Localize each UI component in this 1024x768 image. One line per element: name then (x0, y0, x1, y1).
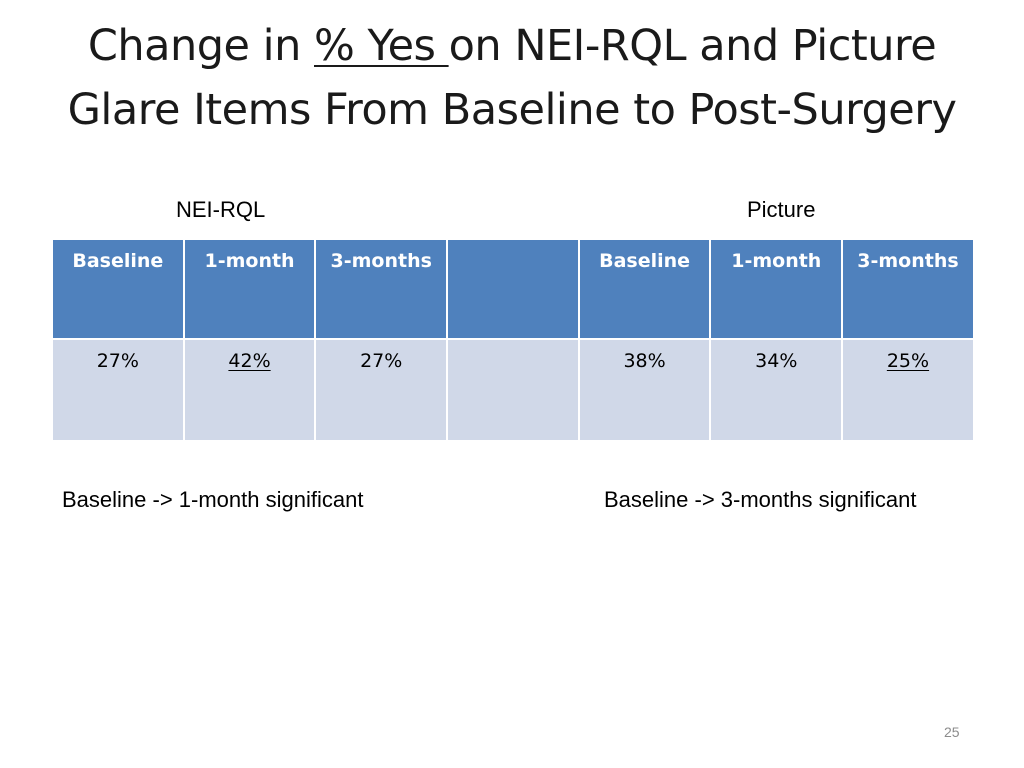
title-line-2: Glare Items From Baseline to Post-Surger… (67, 85, 957, 135)
value-cell-spacer (446, 338, 580, 442)
header-cell-spacer (446, 238, 580, 340)
slide-number: 25 (944, 724, 960, 740)
cell-value: 25% (886, 350, 930, 372)
picture-significance-note: Baseline -> 3-months significant (604, 487, 917, 512)
slide-title: Change in % Yes on NEI-RQL and Picture G… (0, 14, 1024, 142)
value-cell-picture-3-months: 25% (841, 338, 975, 442)
nei-rql-group-label: NEI-RQL (176, 197, 266, 222)
header-cell-picture-3-months: 3-months (841, 238, 975, 340)
title-line-1: Change in % Yes on NEI-RQL and Picture (0, 14, 1024, 78)
cell-value: 42% (228, 350, 271, 372)
header-cell-nei-1-month: 1-month (182, 238, 317, 340)
cell-value: 38% (623, 350, 666, 372)
table-header-row: Baseline 1-month 3-months Baseline 1-mon… (51, 238, 975, 340)
value-cell-nei-baseline: 27% (51, 338, 185, 442)
header-cell-picture-1-month: 1-month (709, 238, 844, 340)
value-cell-picture-1-month: 34% (709, 338, 844, 442)
picture-group-label: Picture (747, 197, 816, 222)
nei-rql-significance-note: Baseline -> 1-month significant (62, 487, 364, 512)
cell-value: 27% (96, 350, 139, 372)
title-text-part1: Change in (87, 21, 314, 71)
cell-value: 27% (360, 350, 403, 372)
cell-value: 34% (755, 350, 798, 372)
header-cell-nei-3-months: 3-months (314, 238, 449, 340)
value-cell-nei-3-months: 27% (314, 338, 449, 442)
header-cell-picture-baseline: Baseline (577, 238, 712, 340)
table-row: 27% 42% 27% 38% 34% 25% (51, 338, 975, 442)
title-text-part2: on NEI-RQL and Picture (448, 21, 937, 71)
value-cell-nei-1-month: 42% (182, 338, 317, 442)
value-cell-picture-baseline: 38% (577, 338, 712, 442)
results-table: Baseline 1-month 3-months Baseline 1-mon… (51, 238, 975, 442)
header-cell-nei-baseline: Baseline (51, 238, 185, 340)
title-underlined-text: % Yes (314, 21, 449, 71)
